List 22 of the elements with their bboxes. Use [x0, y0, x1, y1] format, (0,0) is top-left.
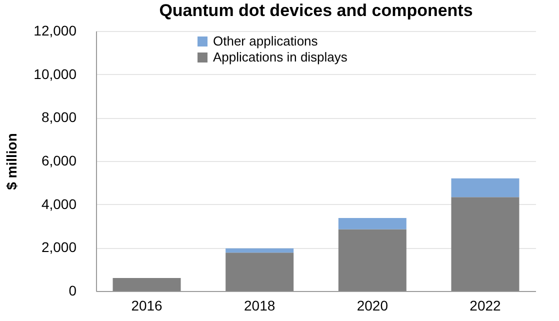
y-tick-label: 2,000	[41, 239, 77, 256]
bar	[451, 197, 520, 291]
y-tick-label: 6,000	[41, 152, 77, 168]
bar	[338, 218, 406, 230]
x-tick-label: 2022	[470, 298, 502, 314]
bar	[226, 252, 294, 291]
bar	[226, 248, 294, 253]
y-tick-label: 8,000	[41, 109, 77, 126]
bar	[112, 278, 181, 291]
chart-title: Quantum dot devices and components	[159, 1, 473, 20]
x-tick-label: 2020	[356, 298, 388, 314]
legend-label: Applications in displays	[213, 50, 348, 64]
y-tick-label: 0	[68, 282, 77, 298]
y-tick-label: 10,000	[34, 66, 77, 82]
x-tick-label: 2018	[244, 298, 276, 314]
bar	[451, 178, 520, 198]
x-tick-label: 2016	[131, 298, 163, 314]
y-axis-title: $ million	[4, 133, 20, 190]
y-tick-label: 4,000	[41, 196, 77, 212]
bar	[338, 229, 406, 291]
legend-label: Other applications	[213, 34, 318, 48]
y-tick-label: 12,000	[34, 22, 77, 38]
